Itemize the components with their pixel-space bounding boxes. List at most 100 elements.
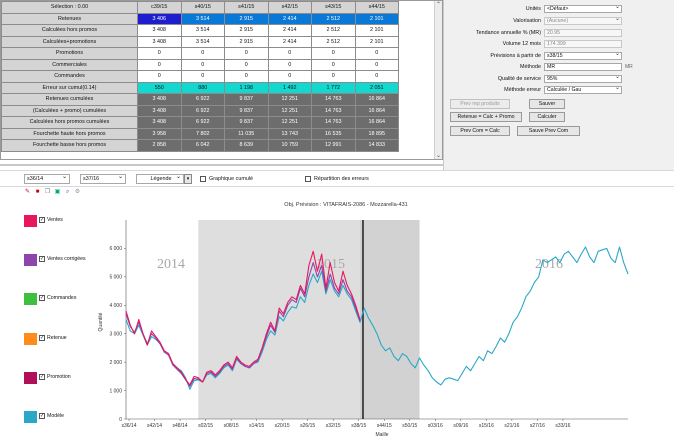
grid-cell[interactable]: 16 535 — [311, 127, 356, 140]
row-label[interactable]: Commandes — [1, 70, 138, 83]
methode-field[interactable]: MR — [544, 63, 622, 71]
row-label[interactable]: Retenues — [1, 12, 138, 25]
legend-checkbox[interactable]: ✓ — [39, 295, 45, 301]
grid-cell[interactable]: 0 — [224, 70, 269, 83]
column-header[interactable]: s41/15 — [224, 1, 269, 14]
grid-cell[interactable]: 0 — [267, 47, 312, 60]
row-label[interactable]: Calculées hors promos — [1, 24, 138, 37]
grid-cell[interactable]: 11 035 — [224, 127, 269, 140]
legend-checkbox[interactable]: ✓ — [39, 413, 45, 419]
grid-cell[interactable]: 3 408 — [137, 35, 182, 48]
grid-cell[interactable]: 2 915 — [224, 12, 269, 25]
grid-cell[interactable]: 0 — [180, 47, 225, 60]
column-header[interactable]: s44/15 — [354, 1, 399, 14]
grid-cell[interactable]: 3 514 — [180, 12, 225, 25]
grid-cell[interactable]: 2 414 — [267, 24, 312, 37]
grid-cell[interactable]: 2 915 — [224, 24, 269, 37]
methode-erreur-select[interactable]: Calculée / Gau — [544, 86, 622, 94]
calculer-button[interactable]: Calculer — [529, 112, 565, 122]
settings-icon[interactable]: ⚙ — [74, 189, 81, 195]
row-label[interactable]: (Calculées + promo) cumulées — [1, 104, 138, 117]
grid-cell[interactable]: 14 763 — [311, 104, 356, 117]
grid-cell[interactable]: 3 514 — [180, 35, 225, 48]
grid-cell[interactable]: 1 492 — [267, 81, 312, 94]
grid-cell[interactable]: 9 837 — [224, 104, 269, 117]
column-header[interactable]: s42/15 — [267, 1, 312, 14]
row-label[interactable]: Calculées hors promos cumulées — [1, 116, 138, 129]
grid-cell[interactable]: 2 858 — [137, 139, 182, 152]
scroll-down-icon[interactable]: ⌄ — [436, 153, 442, 159]
valorisation-select[interactable]: (Aucune) — [544, 17, 622, 25]
grid-cell[interactable]: 14 833 — [354, 139, 399, 152]
grid-cell[interactable]: 2 512 — [311, 24, 356, 37]
grid-cell[interactable]: 2 051 — [354, 81, 399, 94]
grid-cell[interactable]: 2 414 — [267, 12, 312, 25]
grid-cell[interactable]: 0 — [354, 47, 399, 60]
legend-checkbox[interactable]: ✓ — [39, 374, 45, 380]
grid-cell[interactable]: 14 763 — [311, 93, 356, 106]
splitter[interactable] — [0, 164, 443, 166]
grid-cell[interactable]: 12 251 — [267, 93, 312, 106]
column-header[interactable]: s43/15 — [311, 1, 356, 14]
legend-checkbox[interactable]: ✓ — [39, 256, 45, 262]
row-label[interactable]: Retenues cumulées — [1, 93, 138, 106]
grid-cell[interactable]: 0 — [224, 58, 269, 71]
grid-cell[interactable]: 13 743 — [267, 127, 312, 140]
grid-cell[interactable]: 2 915 — [224, 35, 269, 48]
legende-select[interactable]: Légende — [136, 173, 184, 184]
row-label[interactable]: Fourchette haute hors promos — [1, 127, 138, 140]
grid-cell[interactable]: 9 837 — [224, 93, 269, 106]
grid-cell[interactable]: 0 — [137, 47, 182, 60]
grid-cell[interactable]: 12 991 — [311, 139, 356, 152]
zoom-icon[interactable]: ⌕ — [65, 189, 70, 195]
row-label[interactable]: Erreur sur cumul(0.14) — [1, 81, 138, 94]
unites-select[interactable]: <Défaut> — [544, 5, 622, 13]
grid-cell[interactable]: 6 042 — [180, 139, 225, 152]
grid-cell[interactable]: 0 — [311, 47, 356, 60]
grid-cell[interactable]: 18 895 — [354, 127, 399, 140]
graphique-cumule-checkbox[interactable] — [200, 176, 206, 182]
grid-cell[interactable]: 2 101 — [354, 35, 399, 48]
row-label[interactable]: Commerciales — [1, 58, 138, 71]
grid-cell[interactable]: 0 — [267, 70, 312, 83]
legend-checkbox[interactable]: ✓ — [39, 217, 45, 223]
grid-cell[interactable]: 0 — [137, 70, 182, 83]
retenue-calc-promo-button[interactable]: Retenue = Calc + Promo — [450, 112, 522, 122]
grid-vertical-scrollbar[interactable]: ⌃ ⌄ — [434, 1, 442, 159]
grid-cell[interactable]: 2 512 — [311, 12, 356, 25]
grid-cell[interactable]: 7 802 — [180, 127, 225, 140]
grid-cell[interactable]: 880 — [180, 81, 225, 94]
grid-cell[interactable]: 2 101 — [354, 12, 399, 25]
grid-cell[interactable]: 1 772 — [311, 81, 356, 94]
prev-com-calc-button[interactable]: Prev Com = Calc — [450, 126, 510, 136]
row-label[interactable]: Fourchette basse hors promos — [1, 139, 138, 152]
column-header[interactable]: s40/15 — [180, 1, 225, 14]
qualite-select[interactable]: 95% — [544, 75, 622, 83]
legende-dropdown-icon[interactable]: ▾ — [184, 174, 192, 184]
grid-cell[interactable]: 12 251 — [267, 104, 312, 117]
grid-cell[interactable]: 2 101 — [354, 24, 399, 37]
grid-cell[interactable]: 0 — [354, 70, 399, 83]
grid-cell[interactable]: 0 — [224, 47, 269, 60]
grid-cell[interactable]: 9 837 — [224, 116, 269, 129]
grid-cell[interactable]: 0 — [354, 58, 399, 71]
legend-checkbox[interactable]: ✓ — [39, 335, 45, 341]
grid-cell[interactable]: 2 512 — [311, 35, 356, 48]
grid-cell[interactable]: 16 864 — [354, 104, 399, 117]
copy-icon[interactable]: ❐ — [44, 189, 51, 195]
grid-cell[interactable]: 12 251 — [267, 116, 312, 129]
grid-cell[interactable]: 3 514 — [180, 24, 225, 37]
scroll-up-icon[interactable]: ⌃ — [436, 2, 442, 8]
sauve-prev-com-button[interactable]: Sauve Prev Com — [517, 126, 580, 136]
grid-cell[interactable]: 0 — [180, 58, 225, 71]
grid-cell[interactable]: 6 922 — [180, 93, 225, 106]
grid-cell[interactable]: 0 — [137, 58, 182, 71]
sauver-button[interactable]: Sauver — [529, 99, 565, 109]
grid-cell[interactable]: 0 — [180, 70, 225, 83]
grid-cell[interactable]: 6 922 — [180, 104, 225, 117]
grid-cell[interactable]: 0 — [311, 58, 356, 71]
grid-cell[interactable]: 6 922 — [180, 116, 225, 129]
row-label[interactable]: Calculées+promotions — [1, 35, 138, 48]
period-from-select[interactable]: s36/14 — [24, 173, 70, 184]
grid-cell[interactable]: 0 — [311, 70, 356, 83]
